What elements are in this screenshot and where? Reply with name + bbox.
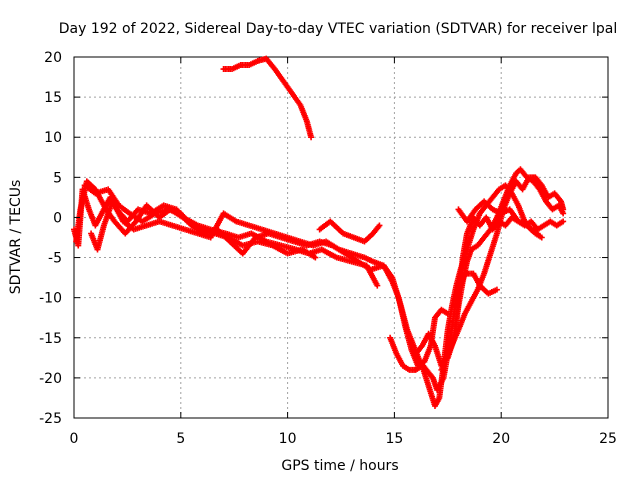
- series-pass-2: [73, 178, 381, 289]
- data-points: [71, 55, 567, 409]
- series-pass-11: [220, 55, 315, 141]
- series-pass-10: [316, 218, 383, 245]
- y-axis-title: SDTVAR / TECUs: [8, 180, 24, 295]
- data-point: [376, 222, 383, 229]
- data-point: [560, 218, 567, 225]
- plot-frame: [73, 56, 609, 419]
- y-tick-label: 5: [53, 170, 62, 186]
- data-point: [312, 254, 319, 261]
- x-tick-label: 5: [176, 431, 185, 447]
- y-tick-label: -5: [48, 251, 62, 267]
- data-point: [560, 206, 567, 213]
- y-tick-label: -25: [39, 411, 62, 427]
- y-tick-label: 20: [44, 50, 62, 66]
- y-tick-label: 10: [44, 130, 62, 146]
- y-tick-label: -15: [39, 331, 62, 347]
- y-tick-label: -10: [39, 291, 62, 307]
- data-point: [538, 234, 545, 241]
- y-tick-label: -20: [39, 371, 62, 387]
- x-tick-label: 15: [385, 431, 403, 447]
- x-tick-label: 0: [70, 431, 79, 447]
- data-point: [308, 134, 315, 141]
- series-pass-9: [455, 198, 545, 241]
- data-point: [374, 282, 381, 289]
- x-axis-title: GPS time / hours: [281, 458, 398, 474]
- series-pass-8: [438, 174, 567, 373]
- data-point: [493, 286, 500, 293]
- x-tick-label: 20: [492, 431, 510, 447]
- y-tick-label: 15: [44, 90, 62, 106]
- y-tick-label: 0: [53, 210, 62, 226]
- grid-lines: [74, 57, 608, 418]
- chart-title: Day 192 of 2022, Sidereal Day-to-day VTE…: [59, 21, 617, 37]
- x-tick-label: 10: [279, 431, 297, 447]
- x-tick-label: 25: [599, 431, 617, 447]
- axis-ticks: 0 5 10 15 20 25 -25 -20 -15 -10 -5 0 5 10 15 20: [39, 50, 617, 447]
